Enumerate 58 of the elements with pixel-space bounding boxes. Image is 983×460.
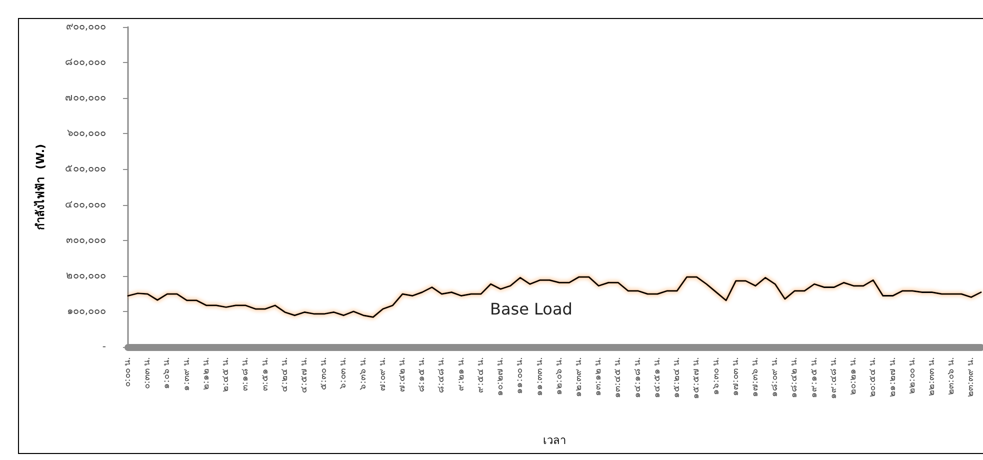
x-tick-label: ๑๗:๐๓ น.: [730, 357, 741, 396]
y-tick-label: -: [102, 342, 106, 352]
y-tick-label: ๗๐๐,๐๐๐: [64, 92, 106, 104]
x-tick-label: ๑๕:๕๗ น.: [692, 357, 702, 399]
x-tick-label: ๔:๒๔ น.: [280, 357, 290, 392]
x-tick-label: ๒๐:๕๔ น.: [868, 357, 878, 397]
x-tick-label: ๐:๓๓ น.: [142, 357, 153, 389]
x-tick-label: ๓:๕๑ น.: [260, 357, 270, 391]
x-tick-label: ๑๖:๓๐ น.: [711, 357, 722, 395]
y-tick-label: ๔๐๐,๐๐๐: [64, 199, 106, 210]
x-tick-label: ๔:๕๗ น.: [299, 357, 310, 393]
x-tick-label: ๑๓:๔๕ น.: [613, 357, 624, 398]
x-tick-label: ๑๕:๒๔ น.: [672, 357, 682, 398]
x-tick-label: ๑๔:๕๑ น.: [652, 357, 662, 398]
y-tick-label: ๘๐๐,๐๐๐: [64, 57, 106, 68]
x-tick-label: ๗:๐๙ น.: [378, 357, 388, 391]
x-tick-label: ๒๒:๓๓ น.: [926, 357, 937, 396]
x-tick-label: ๑๘:๐๙ น.: [770, 357, 780, 397]
x-tick-label: ๘:๔๘ น.: [436, 357, 447, 393]
y-tick-label: ๒๐๐,๐๐๐: [66, 270, 106, 282]
x-tick-label: ๑๙:๔๘ น.: [828, 357, 839, 399]
x-tick-label: ๓:๑๘ น.: [240, 357, 251, 391]
x-tick-label: ๒๑:๒๗ น.: [888, 357, 898, 397]
y-tick-label: ๙๐๐,๐๐๐: [66, 22, 106, 32]
x-tick-label: ๒:๑๒ น.: [201, 357, 212, 390]
x-tick-label: ๑๑:๐๐ น.: [515, 357, 526, 394]
x-tick-label: ๑๑:๓๓ น.: [534, 357, 545, 396]
x-tick-label: ๑๘:๔๒ น.: [790, 357, 800, 398]
x-tick-label: ๕:๓๐ น.: [319, 357, 330, 390]
x-tick-label: ๑๔:๑๘ น.: [632, 357, 643, 398]
x-tick-label: ๑๙:๑๕ น.: [809, 357, 820, 398]
x-tick-label: ๑๓:๑๒ น.: [594, 357, 604, 396]
x-tick-label: ๙:๒๑ น.: [456, 357, 466, 391]
x-tick-label: ๒๐:๒๑ น.: [848, 357, 859, 395]
x-tick-label: ๗:๔๒ น.: [398, 357, 408, 392]
x-tick-label: ๒:๔๕ น.: [221, 357, 232, 392]
line-series: [127, 276, 982, 318]
x-tick-label: ๑๒:๐๖ น.: [554, 357, 564, 395]
x-tick-label: ๙:๕๔ น.: [476, 357, 486, 393]
y-axis-title: กำลังไฟฟ้า (W.): [33, 144, 47, 230]
x-tick-label: ๒๓:๐๖ น.: [946, 357, 957, 395]
x-tick-label: ๖:๐๓ น.: [338, 357, 349, 389]
x-tick-label: ๑:๐๖ น.: [162, 357, 172, 389]
y-tick-label: ๕๐๐,๐๐๐: [64, 164, 106, 175]
y-tick-label: ๓๐๐,๐๐๐: [66, 234, 106, 246]
x-tick-label: ๑๗:๓๖ น.: [750, 357, 760, 397]
x-tick-label: ๖:๓๖ น.: [358, 357, 368, 390]
x-tick-label: ๒๒:๐๐ น.: [907, 357, 918, 394]
x-tick-label: ๐:๐๐ น.: [123, 357, 133, 387]
annotation: Base Load: [490, 300, 572, 318]
x-tick-label: ๑:๓๙ น.: [182, 357, 192, 391]
y-tick-label: ๖๐๐,๐๐๐: [66, 128, 106, 140]
y-tick-label: ๑๐๐,๐๐๐: [66, 306, 106, 317]
x-tick-label: ๑๒:๓๙ น.: [574, 357, 584, 397]
x-tick-label: ๘:๑๕ น.: [417, 357, 428, 392]
x-axis-title: เวลา: [543, 434, 566, 447]
x-tick-label: ๑๐:๒๗ น.: [496, 357, 506, 396]
x-tick-label: ๒๓:๓๙ น.: [966, 357, 976, 397]
